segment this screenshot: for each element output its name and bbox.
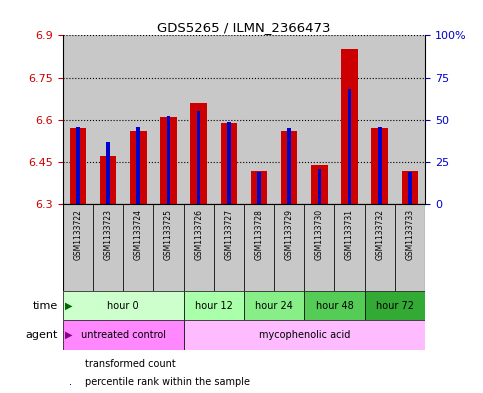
Text: transformed count: transformed count [85,359,175,369]
Bar [213,35,244,204]
Bar [154,35,184,204]
Text: time: time [33,301,58,310]
Bar [341,50,358,204]
Bar [213,204,244,291]
Bar [93,204,123,291]
Text: hour 24: hour 24 [255,301,293,310]
Bar [190,103,207,204]
Text: GSM1133723: GSM1133723 [103,209,113,260]
Bar [365,291,425,320]
Text: GSM1133727: GSM1133727 [224,209,233,260]
Text: percentile rank within the sample: percentile rank within the sample [85,377,250,387]
Bar [274,204,304,291]
Text: GSM1133726: GSM1133726 [194,209,203,260]
Bar [184,291,244,320]
Bar [304,204,334,291]
Bar [184,35,213,204]
Bar [274,35,304,204]
Bar [154,204,184,291]
Bar [63,35,93,204]
Bar [311,165,327,204]
Bar [395,204,425,291]
Text: hour 12: hour 12 [195,301,233,310]
Text: ▶: ▶ [65,330,73,340]
Bar [130,131,146,204]
Bar [93,35,123,204]
Bar [334,35,365,204]
Bar [160,117,177,204]
Text: GSM1133732: GSM1133732 [375,209,384,260]
Bar [244,204,274,291]
Bar [281,131,298,204]
Bar [184,320,425,350]
Title: GDS5265 / ILMN_2366473: GDS5265 / ILMN_2366473 [157,21,331,34]
Text: GSM1133725: GSM1133725 [164,209,173,260]
Text: GSM1133722: GSM1133722 [73,209,83,259]
Text: ▶: ▶ [65,301,73,310]
Bar [63,204,93,291]
Bar [408,172,412,204]
Bar [244,291,304,320]
Bar [365,204,395,291]
Bar [197,112,200,204]
Text: mycophenolic acid: mycophenolic acid [258,330,350,340]
Text: hour 72: hour 72 [376,301,414,310]
Bar [244,35,274,204]
Bar [70,129,86,204]
Bar [106,142,110,204]
Bar [304,35,334,204]
Bar [123,204,154,291]
Text: agent: agent [26,330,58,340]
Bar [304,291,365,320]
Bar [334,204,365,291]
Text: GSM1133724: GSM1133724 [134,209,143,260]
Bar [257,172,261,204]
Bar [378,127,382,204]
Text: GSM1133729: GSM1133729 [284,209,294,260]
Text: GSM1133728: GSM1133728 [255,209,264,259]
Bar [76,127,80,204]
Bar [137,127,140,204]
Bar [70,384,71,385]
Text: untreated control: untreated control [81,330,166,340]
Bar [365,35,395,204]
Bar [123,35,154,204]
Bar [221,123,237,204]
Text: GSM1133733: GSM1133733 [405,209,414,260]
Text: hour 48: hour 48 [315,301,354,310]
Text: hour 0: hour 0 [107,301,139,310]
Bar [402,171,418,204]
Bar [371,129,388,204]
Bar [318,169,321,204]
Text: GSM1133730: GSM1133730 [315,209,324,260]
Bar [63,291,184,320]
Bar [251,171,267,204]
Bar [100,156,116,204]
Bar [348,90,352,204]
Bar [167,116,170,204]
Bar [227,121,231,204]
Text: GSM1133731: GSM1133731 [345,209,354,260]
Bar [395,35,425,204]
Bar [63,320,184,350]
Bar [287,129,291,204]
Bar [184,204,213,291]
